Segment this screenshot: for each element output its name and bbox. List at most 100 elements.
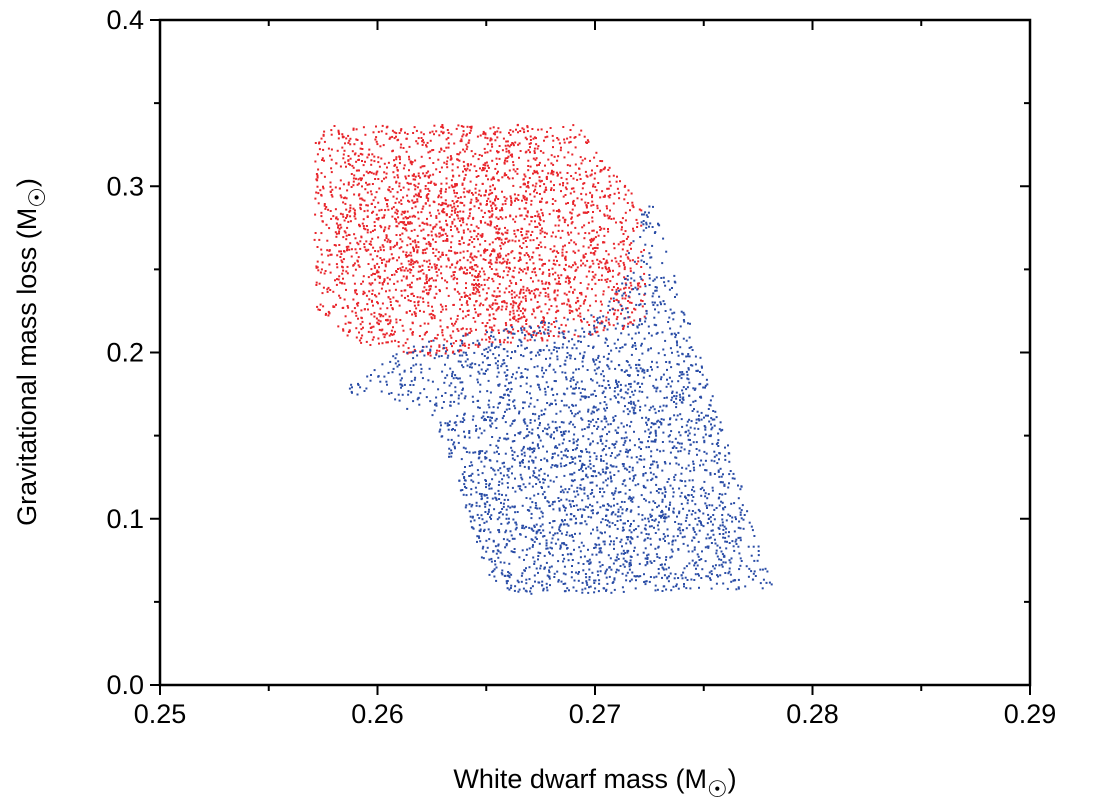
data-point (554, 532, 557, 535)
data-point (637, 331, 640, 334)
data-point (316, 174, 319, 177)
data-point (604, 570, 607, 573)
data-point (637, 575, 640, 578)
data-point (601, 449, 604, 452)
data-point (382, 245, 385, 248)
data-point (600, 458, 602, 461)
data-point (699, 521, 702, 524)
data-point (498, 401, 501, 404)
data-point (464, 344, 467, 347)
data-point (663, 354, 666, 357)
data-point (575, 368, 577, 371)
data-point (546, 312, 549, 315)
data-point (319, 303, 322, 306)
data-point (465, 169, 468, 172)
data-point (533, 450, 536, 452)
data-point (750, 554, 753, 557)
data-point (506, 403, 509, 406)
data-point (357, 384, 360, 386)
data-point (544, 408, 547, 411)
data-point (491, 416, 493, 419)
data-point (614, 487, 617, 490)
data-point (499, 256, 502, 259)
data-point (699, 356, 702, 359)
data-point (577, 493, 580, 496)
data-point (316, 260, 319, 263)
data-point (425, 144, 427, 147)
data-point (579, 315, 582, 318)
data-point (353, 193, 356, 196)
data-point (561, 371, 564, 374)
data-point (601, 392, 604, 395)
data-point (451, 209, 453, 212)
data-point (534, 271, 537, 274)
data-point (438, 150, 441, 153)
data-point (393, 282, 396, 285)
data-point (547, 332, 550, 335)
data-point (684, 576, 687, 579)
data-point (533, 494, 536, 497)
data-point (375, 217, 378, 220)
data-point (498, 498, 501, 500)
data-point (577, 562, 580, 565)
data-point (642, 474, 645, 477)
data-point (555, 403, 557, 406)
data-point (498, 295, 501, 298)
data-point (551, 134, 554, 137)
data-point (423, 165, 426, 168)
data-point (542, 430, 544, 433)
data-point (578, 410, 581, 413)
data-point (552, 259, 555, 262)
data-point (541, 230, 544, 233)
data-point (526, 287, 529, 290)
data-point (592, 275, 595, 278)
data-point (498, 354, 500, 357)
data-point (535, 523, 538, 526)
data-point (548, 283, 551, 286)
data-point (519, 290, 522, 293)
data-point (468, 243, 471, 246)
data-point (327, 310, 330, 313)
data-point (596, 247, 599, 250)
data-point (628, 301, 631, 304)
data-point (555, 476, 558, 479)
data-point (523, 465, 526, 468)
data-point (454, 252, 457, 255)
data-point (631, 259, 634, 262)
data-point (679, 399, 681, 402)
data-point (478, 453, 481, 456)
data-point (567, 202, 569, 204)
data-point (500, 232, 503, 235)
data-point (626, 571, 629, 574)
data-point (507, 253, 510, 256)
data-point (456, 153, 459, 156)
data-point (491, 177, 494, 180)
data-point (337, 131, 340, 134)
data-point (354, 289, 356, 292)
data-point (495, 196, 498, 199)
data-point (362, 225, 365, 227)
data-point (336, 278, 338, 281)
data-point (423, 286, 426, 289)
data-point (337, 224, 340, 227)
data-point (587, 396, 590, 399)
data-point (585, 204, 588, 207)
data-point (411, 259, 414, 262)
data-point (524, 295, 527, 298)
data-point (690, 494, 693, 496)
data-point (658, 295, 661, 298)
data-point (526, 236, 529, 239)
data-point (450, 394, 453, 397)
data-point (545, 344, 548, 347)
data-point (459, 210, 462, 213)
data-point (347, 245, 350, 248)
data-point (388, 315, 391, 318)
data-point (624, 384, 627, 387)
data-point (411, 321, 414, 324)
data-point (677, 528, 680, 531)
data-point (648, 277, 651, 280)
data-point (634, 286, 637, 289)
data-point (634, 344, 637, 347)
data-point (616, 515, 619, 518)
data-point (584, 157, 587, 160)
